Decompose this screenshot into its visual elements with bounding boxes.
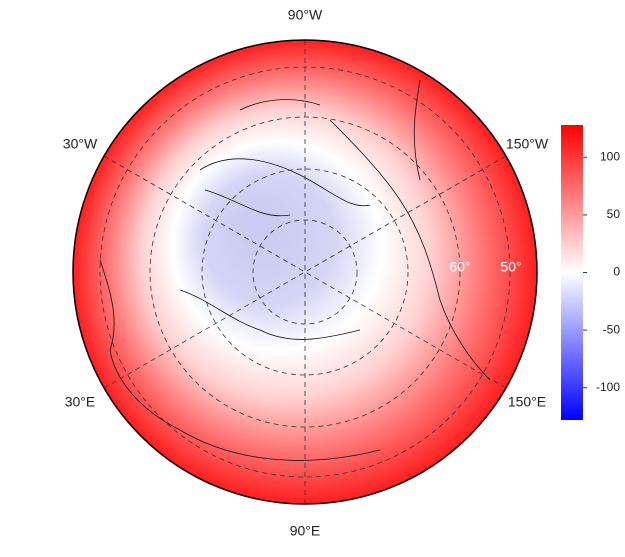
colorbar-tick-label: 50 — [607, 207, 621, 221]
longitude-label: 150°W — [506, 136, 549, 152]
colorbar-tick-label: -100 — [596, 380, 620, 394]
colorbar-tick-label: -50 — [603, 322, 621, 336]
map-disk — [72, 39, 538, 505]
longitude-label: 150°E — [508, 394, 546, 410]
latitude-label: 60° — [449, 259, 470, 275]
colorbar-tick-label: 100 — [600, 149, 620, 163]
longitude-label: 30°E — [65, 394, 96, 410]
longitude-label: 90°E — [290, 523, 321, 539]
latitude-label: 50° — [500, 259, 521, 275]
colorbar-tick-label: 0 — [613, 265, 620, 279]
longitude-label: 30°W — [63, 136, 98, 152]
longitude-label: 90°W — [288, 7, 323, 23]
colorbar — [561, 125, 583, 420]
